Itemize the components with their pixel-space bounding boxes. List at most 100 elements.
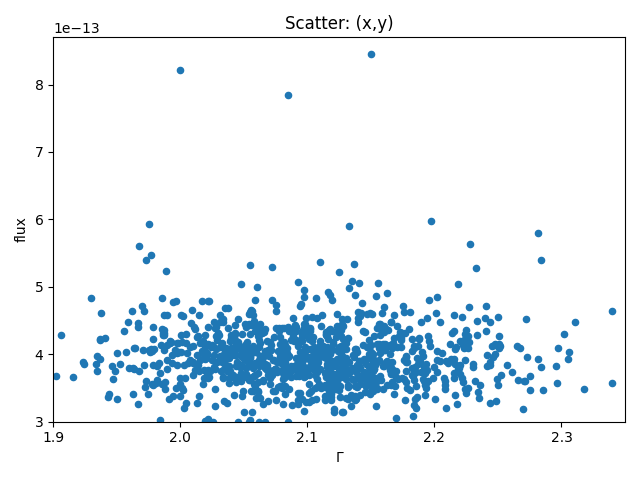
Point	[211, 345, 221, 352]
Point	[401, 367, 412, 374]
Point	[513, 376, 524, 384]
Point	[193, 361, 203, 369]
Point	[408, 372, 419, 380]
Point	[311, 360, 321, 368]
Point	[233, 418, 243, 426]
Point	[294, 372, 304, 380]
Point	[181, 330, 191, 338]
Point	[168, 393, 178, 400]
Point	[449, 311, 460, 319]
Point	[230, 346, 241, 354]
Point	[221, 367, 232, 375]
Point	[210, 402, 220, 409]
Point	[246, 360, 257, 368]
Point	[536, 363, 546, 371]
Point	[188, 342, 198, 350]
Point	[166, 338, 176, 346]
Point	[368, 384, 378, 391]
Point	[274, 324, 284, 331]
Point	[252, 388, 262, 396]
Point	[249, 372, 259, 380]
Point	[410, 343, 420, 350]
Point	[333, 348, 343, 355]
Point	[381, 357, 392, 364]
Point	[243, 357, 253, 365]
Point	[361, 382, 371, 390]
Point	[231, 351, 241, 359]
Point	[353, 308, 363, 316]
Point	[333, 343, 344, 351]
Point	[330, 408, 340, 416]
Point	[488, 354, 499, 361]
Point	[273, 383, 283, 390]
Point	[362, 370, 372, 377]
Point	[291, 336, 301, 344]
Point	[287, 401, 297, 409]
Point	[159, 311, 170, 319]
Point	[240, 321, 250, 328]
Point	[241, 343, 252, 350]
Point	[165, 337, 175, 345]
Point	[95, 355, 105, 363]
Point	[410, 363, 420, 371]
Point	[184, 359, 194, 366]
Point	[399, 356, 409, 364]
Point	[221, 363, 231, 371]
Point	[375, 331, 385, 339]
Point	[192, 351, 202, 359]
Point	[337, 315, 348, 323]
Point	[381, 359, 391, 366]
Point	[493, 344, 504, 351]
Point	[263, 347, 273, 354]
Point	[223, 304, 234, 312]
Point	[335, 351, 346, 359]
Point	[292, 278, 303, 286]
Point	[460, 356, 470, 363]
Point	[283, 370, 293, 377]
Point	[386, 370, 396, 378]
Point	[264, 352, 275, 360]
Point	[298, 365, 308, 373]
Point	[374, 349, 385, 357]
Point	[362, 311, 372, 318]
Point	[207, 356, 217, 364]
Point	[271, 358, 282, 366]
Point	[209, 363, 219, 371]
Point	[428, 374, 438, 382]
Point	[273, 357, 284, 364]
Point	[307, 396, 317, 404]
Point	[321, 330, 332, 338]
Point	[226, 332, 236, 339]
Point	[295, 389, 305, 397]
Point	[366, 352, 376, 360]
Point	[401, 378, 411, 386]
Point	[365, 310, 375, 317]
Point	[407, 336, 417, 343]
Point	[223, 374, 234, 382]
Point	[210, 365, 220, 373]
Point	[264, 380, 275, 388]
Point	[419, 363, 429, 371]
Point	[351, 346, 361, 353]
Point	[248, 342, 259, 349]
Point	[303, 324, 313, 332]
Point	[249, 380, 259, 387]
Point	[276, 353, 287, 360]
Point	[372, 324, 383, 331]
Point	[245, 353, 255, 360]
Point	[327, 357, 337, 365]
Point	[415, 358, 425, 365]
Point	[305, 324, 316, 332]
Point	[304, 371, 314, 379]
Point	[365, 387, 376, 395]
Point	[490, 350, 500, 358]
Point	[364, 336, 374, 344]
Point	[358, 327, 368, 335]
Point	[385, 342, 396, 350]
Point	[362, 344, 372, 351]
Point	[228, 351, 239, 359]
Point	[365, 50, 376, 58]
Point	[396, 336, 406, 344]
Point	[551, 362, 561, 370]
Point	[159, 331, 170, 339]
